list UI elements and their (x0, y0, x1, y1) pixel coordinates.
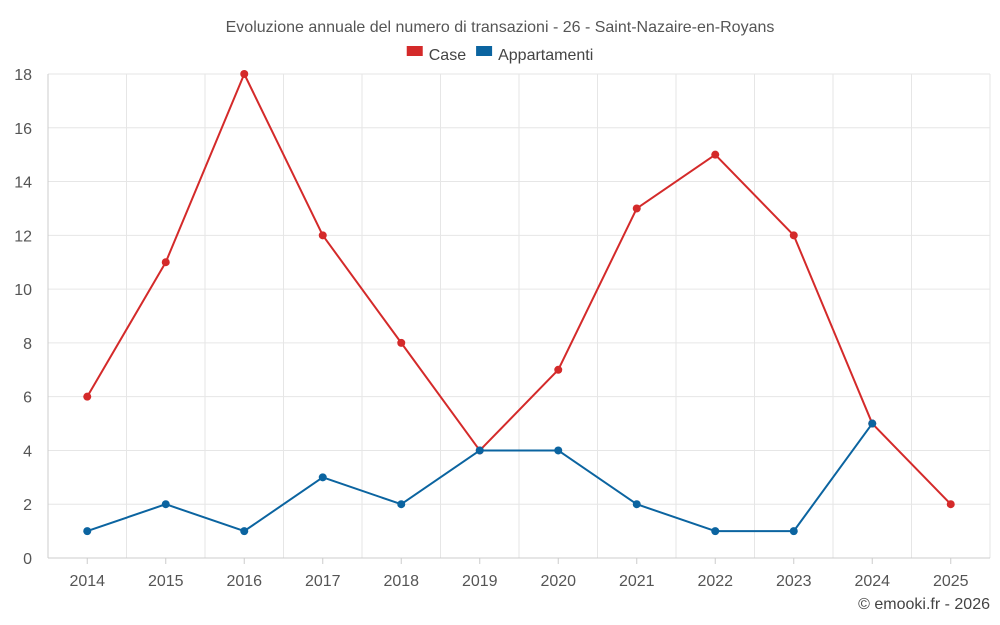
y-tick-label: 18 (14, 67, 32, 84)
x-tick-label: 2020 (540, 573, 576, 590)
data-point[interactable] (161, 500, 170, 509)
chart-axes (47, 74, 990, 559)
y-tick-label: 12 (14, 228, 32, 245)
y-tick-label: 16 (14, 121, 32, 138)
data-point[interactable] (83, 392, 92, 401)
data-point[interactable] (789, 527, 798, 536)
data-point[interactable] (632, 204, 641, 213)
data-point[interactable] (711, 527, 720, 536)
series-appartamenti (83, 419, 877, 536)
x-tick-label: 2018 (383, 573, 419, 590)
y-tick-label: 8 (23, 336, 32, 353)
x-tick-label: 2025 (933, 573, 969, 590)
data-point[interactable] (789, 231, 798, 240)
y-tick-label: 4 (23, 443, 32, 460)
chart-legend[interactable]: Case Appartamenti (406, 46, 594, 64)
x-tick-label: 2019 (462, 573, 498, 590)
data-point[interactable] (397, 500, 406, 509)
data-point[interactable] (240, 70, 249, 78)
series-line (86, 73, 952, 505)
data-point[interactable] (868, 419, 877, 428)
y-tick-label: 14 (14, 175, 32, 192)
legend-label: Case (429, 47, 466, 64)
data-point[interactable] (161, 258, 170, 267)
x-tick-label: 2023 (776, 573, 812, 590)
x-axis-ticks: 2014 2015 2016 2017 2018 2019 2020 2021 2022 2023… (69, 558, 969, 590)
x-tick-label: 2015 (148, 573, 184, 590)
data-point[interactable] (397, 338, 406, 347)
x-tick-label: 2014 (69, 573, 105, 590)
data-point[interactable] (83, 527, 92, 536)
chart-grid (47, 73, 991, 558)
copyright-credit: © emooki.fr - 2026 (858, 596, 990, 613)
x-tick-label: 2016 (226, 573, 262, 590)
y-tick-label: 10 (14, 282, 32, 299)
x-tick-label: 2017 (305, 573, 341, 590)
data-point[interactable] (711, 150, 720, 159)
y-tick-label: 6 (23, 390, 32, 407)
data-point[interactable] (554, 365, 563, 374)
data-point[interactable] (318, 231, 327, 240)
data-point[interactable] (475, 446, 484, 455)
data-point[interactable] (554, 446, 563, 455)
legend-item-case[interactable]: Case (406, 46, 466, 64)
x-tick-label: 2024 (854, 573, 890, 590)
y-axis-ticks: 0 2 4 6 8 10 12 14 16 18 (14, 67, 32, 568)
chart-series (83, 70, 955, 536)
y-tick-label: 2 (23, 497, 32, 514)
x-tick-label: 2021 (619, 573, 655, 590)
legend-label: Appartamenti (498, 47, 593, 64)
data-point[interactable] (240, 527, 249, 536)
legend-item-appartamenti[interactable]: Appartamenti (476, 46, 593, 64)
x-tick-label: 2022 (697, 573, 733, 590)
data-point[interactable] (318, 473, 327, 482)
y-tick-label: 0 (23, 551, 32, 568)
legend-swatch (476, 46, 493, 56)
legend-swatch (406, 46, 423, 56)
data-point[interactable] (632, 500, 641, 509)
chart-title: Evoluzione annuale del numero di transaz… (226, 19, 775, 36)
data-point[interactable] (946, 500, 955, 509)
